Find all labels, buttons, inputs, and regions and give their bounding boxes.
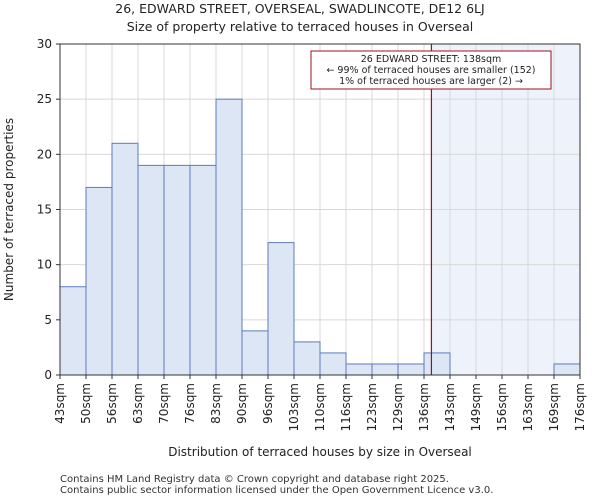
- chart-subtitle: Size of property relative to terraced ho…: [126, 19, 474, 34]
- y-tick-label: 30: [37, 37, 52, 51]
- x-tick-label: 76sqm: [183, 383, 197, 424]
- x-tick-label: 70sqm: [157, 383, 171, 424]
- x-tick-label: 83sqm: [209, 383, 223, 424]
- x-tick-label: 156sqm: [495, 383, 509, 431]
- annotation-line: 1% of terraced houses are larger (2) →: [339, 76, 523, 87]
- histogram-bar: [241, 330, 269, 376]
- x-tick-label: 169sqm: [547, 383, 561, 431]
- histogram-bar: [397, 363, 425, 376]
- y-tick-label: 5: [44, 313, 52, 327]
- histogram-bar: [85, 186, 113, 376]
- x-tick-label: 123sqm: [365, 383, 379, 431]
- x-axis-label: Distribution of terraced houses by size …: [168, 445, 472, 459]
- y-axis-label: Number of terraced properties: [2, 118, 16, 301]
- y-tick-label: 10: [37, 258, 52, 272]
- x-tick-label: 110sqm: [313, 383, 327, 431]
- x-tick-label: 63sqm: [131, 383, 145, 424]
- x-tick-label: 176sqm: [573, 383, 587, 431]
- histogram-bar: [345, 363, 373, 376]
- histogram-bar: [137, 164, 165, 376]
- x-tick-label: 149sqm: [469, 383, 483, 431]
- annotation-line: ← 99% of terraced houses are smaller (15…: [326, 65, 535, 76]
- histogram-bar: [293, 341, 321, 376]
- histogram-bar: [215, 98, 243, 376]
- x-tick-label: 103sqm: [287, 383, 301, 431]
- annotation-line: 26 EDWARD STREET: 138sqm: [361, 54, 502, 65]
- histogram-bar: [423, 352, 451, 376]
- x-tick-label: 43sqm: [53, 383, 67, 424]
- histogram-bar: [267, 242, 295, 376]
- histogram-bar: [371, 363, 399, 376]
- x-tick-label: 56sqm: [105, 383, 119, 424]
- histogram-bar: [111, 142, 139, 376]
- annotation-box: [310, 50, 552, 90]
- x-tick-label: 163sqm: [521, 383, 535, 431]
- footer-licence: Contains public sector information licen…: [60, 485, 494, 496]
- footer-copyright: Contains HM Land Registry data © Crown c…: [60, 474, 449, 485]
- y-tick-label: 0: [44, 368, 52, 382]
- y-tick-label: 25: [37, 92, 52, 106]
- histogram-bar: [319, 352, 347, 376]
- x-tick-label: 143sqm: [443, 383, 457, 431]
- x-tick-label: 96sqm: [261, 383, 275, 424]
- y-tick-label: 15: [37, 203, 52, 217]
- histogram-bar: [59, 286, 87, 376]
- y-tick-label: 20: [37, 147, 52, 161]
- x-tick-label: 129sqm: [391, 383, 405, 431]
- x-tick-label: 90sqm: [235, 383, 249, 424]
- chart-title: 26, EDWARD STREET, OVERSEAL, SWADLINCOTE…: [115, 1, 485, 16]
- x-tick-label: 116sqm: [339, 383, 353, 431]
- histogram-bar: [553, 363, 581, 376]
- x-tick-label: 136sqm: [417, 383, 431, 431]
- x-tick-label: 50sqm: [79, 383, 93, 424]
- histogram-bar: [163, 164, 191, 376]
- histogram-bar: [189, 164, 217, 376]
